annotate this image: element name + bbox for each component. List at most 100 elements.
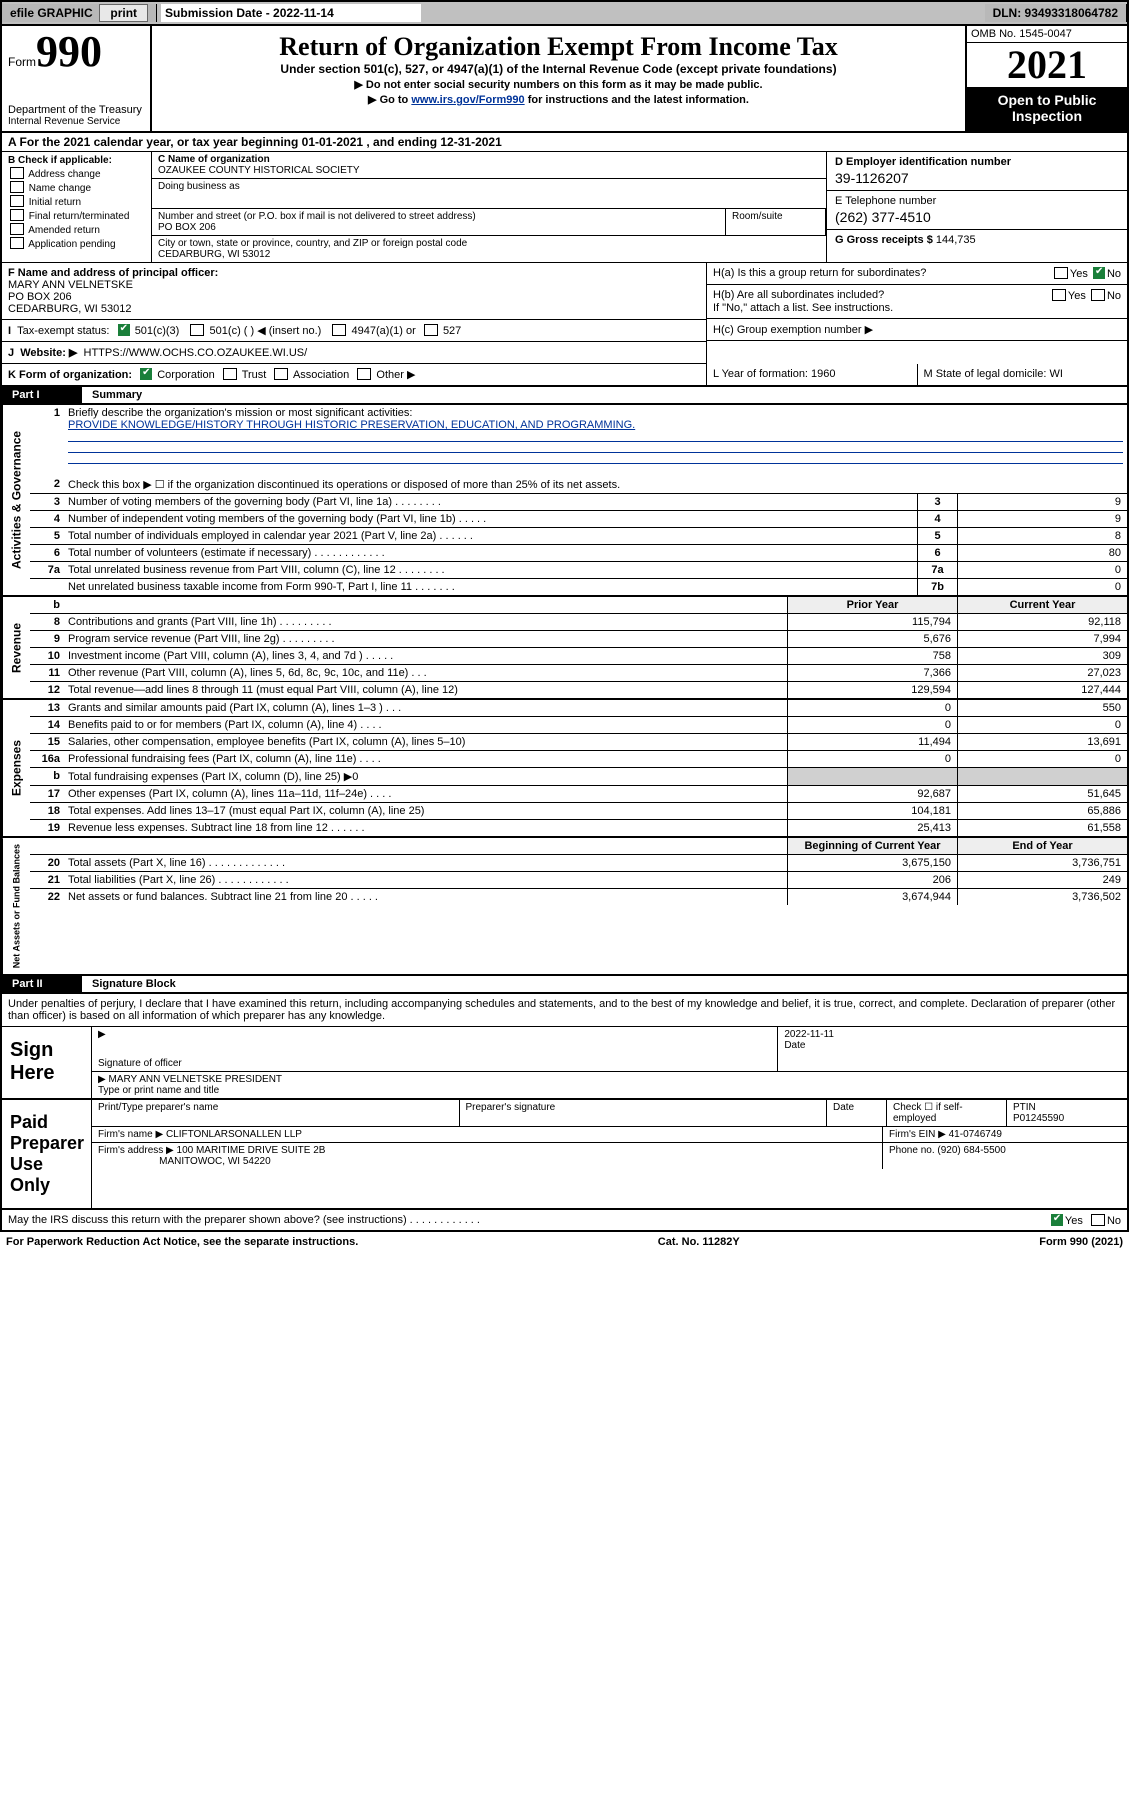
net-row-20: 20Total assets (Part X, line 16) . . . .… bbox=[30, 855, 1127, 872]
gov-row-6: 6Total number of volunteers (estimate if… bbox=[30, 545, 1127, 562]
exp-row-16a: 16aProfessional fundraising fees (Part I… bbox=[30, 751, 1127, 768]
ha-group-return: H(a) Is this a group return for subordin… bbox=[707, 263, 1127, 285]
title-col: Return of Organization Exempt From Incom… bbox=[152, 26, 967, 131]
preparer-date-hdr: Date bbox=[827, 1100, 887, 1126]
chk-501c3[interactable] bbox=[118, 324, 130, 336]
exp-row-13: 13Grants and similar amounts paid (Part … bbox=[30, 700, 1127, 717]
cat-no: Cat. No. 11282Y bbox=[658, 1236, 740, 1248]
form-ref: Form 990 (2021) bbox=[1039, 1236, 1123, 1248]
officer-name-cell: MARY ANN VELNETSKE PRESIDENTType or prin… bbox=[92, 1072, 1127, 1098]
gov-row-3: 3Number of voting members of the governi… bbox=[30, 494, 1127, 511]
sidelabel-expenses: Expenses bbox=[2, 700, 30, 836]
chk-527[interactable] bbox=[424, 324, 438, 336]
chk-trust[interactable] bbox=[223, 368, 237, 380]
paid-preparer-label: Paid Preparer Use Only bbox=[2, 1100, 92, 1208]
chk-amended-return[interactable]: Amended return bbox=[8, 223, 145, 236]
mission-block: Briefly describe the organization's miss… bbox=[64, 405, 1127, 476]
ha-no[interactable] bbox=[1093, 267, 1105, 279]
rev-row-10: 10Investment income (Part VIII, column (… bbox=[30, 648, 1127, 665]
part1-netassets: Net Assets or Fund Balances Beginning of… bbox=[0, 838, 1129, 976]
part1-governance: Activities & Governance 1 Briefly descri… bbox=[0, 405, 1129, 597]
sign-here-block: Sign Here Signature of officer 2022-11-1… bbox=[0, 1027, 1129, 1100]
exp-row-15: 15Salaries, other compensation, employee… bbox=[30, 734, 1127, 751]
self-employed[interactable]: Check ☐ if self-employed bbox=[887, 1100, 1007, 1126]
chk-4947[interactable] bbox=[332, 324, 346, 336]
officer-name: MARY ANN VELNETSKE bbox=[8, 279, 133, 291]
l-year-formation: L Year of formation: 1960 bbox=[707, 364, 918, 385]
tax-year: 2021 bbox=[967, 43, 1127, 88]
col-c-org: C Name of organization OZAUKEE COUNTY HI… bbox=[152, 152, 827, 262]
irs-form990-link[interactable]: www.irs.gov/Form990 bbox=[411, 94, 524, 106]
chk-application-pending[interactable]: Application pending bbox=[8, 237, 145, 250]
exp-row-18: 18Total expenses. Add lines 13–17 (must … bbox=[30, 803, 1127, 820]
f-officer: F Name and address of principal officer:… bbox=[2, 263, 706, 320]
chk-corporation[interactable] bbox=[140, 368, 152, 380]
discuss-no[interactable] bbox=[1091, 1214, 1105, 1226]
hc-group-exemption: H(c) Group exemption number ▶ bbox=[707, 319, 1127, 341]
chk-initial-return[interactable]: Initial return bbox=[8, 195, 145, 208]
form-header: Form990 Department of the Treasury Inter… bbox=[0, 26, 1129, 133]
discuss-row: May the IRS discuss this return with the… bbox=[0, 1210, 1129, 1232]
preparer-sig-hdr: Preparer's signature bbox=[460, 1100, 828, 1126]
ssn-note: ▶ Do not enter social security numbers o… bbox=[158, 78, 959, 91]
rev-row-12: 12Total revenue—add lines 8 through 11 (… bbox=[30, 682, 1127, 698]
k-lm-row: K Form of organization: Corporation Trus… bbox=[0, 364, 1129, 387]
city-cell: City or town, state or province, country… bbox=[152, 236, 826, 262]
street-address: PO BOX 206 bbox=[158, 222, 216, 233]
hb-yes[interactable] bbox=[1052, 289, 1066, 301]
org-name: OZAUKEE COUNTY HISTORICAL SOCIETY bbox=[158, 165, 360, 176]
j-website: J Website: ▶ HTTPS://WWW.OCHS.CO.OZAUKEE… bbox=[2, 342, 706, 364]
exp-row-14: 14Benefits paid to or for members (Part … bbox=[30, 717, 1127, 734]
gov-row-7a: 7aTotal unrelated business revenue from … bbox=[30, 562, 1127, 579]
sidelabel-netassets: Net Assets or Fund Balances bbox=[2, 838, 30, 974]
f-h-block: F Name and address of principal officer:… bbox=[0, 263, 1129, 364]
m-state-domicile: M State of legal domicile: WI bbox=[918, 364, 1128, 385]
ptin-cell: PTINP01245590 bbox=[1007, 1100, 1127, 1126]
part2-header: Part II Signature Block bbox=[0, 976, 1129, 994]
chk-501c[interactable] bbox=[190, 324, 204, 336]
sign-here-label: Sign Here bbox=[2, 1027, 92, 1098]
sig-officer-cell: Signature of officer bbox=[92, 1027, 778, 1071]
street-cell: Number and street (or P.O. box if mail i… bbox=[152, 209, 726, 236]
ein-cell: D Employer identification number 39-1126… bbox=[827, 152, 1127, 191]
part1-expenses: Expenses 13Grants and similar amounts pa… bbox=[0, 700, 1129, 838]
city-state-zip: CEDARBURG, WI 53012 bbox=[158, 249, 270, 260]
phone-cell: E Telephone number (262) 377-4510 bbox=[827, 191, 1127, 230]
part2-label: Part II bbox=[2, 976, 82, 992]
submission-date-field[interactable] bbox=[161, 4, 421, 22]
ha-yes[interactable] bbox=[1054, 267, 1068, 279]
chk-address-change[interactable]: Address change bbox=[8, 167, 145, 180]
chk-name-change[interactable]: Name change bbox=[8, 181, 145, 194]
chk-final-return[interactable]: Final return/terminated bbox=[8, 209, 145, 222]
line2: Check this box ▶ ☐ if the organization d… bbox=[64, 476, 1127, 493]
right-col: OMB No. 1545-0047 2021 Open to Public In… bbox=[967, 26, 1127, 131]
paid-preparer-block: Paid Preparer Use Only Print/Type prepar… bbox=[0, 1100, 1129, 1210]
gov-row-5: 5Total number of individuals employed in… bbox=[30, 528, 1127, 545]
form-number: 990 bbox=[36, 27, 102, 76]
omb-number: OMB No. 1545-0047 bbox=[967, 26, 1127, 43]
discuss-yes[interactable] bbox=[1051, 1214, 1063, 1226]
k-form-org: K Form of organization: Corporation Trus… bbox=[2, 364, 706, 385]
goto-note: ▶ Go to www.irs.gov/Form990 for instruct… bbox=[158, 93, 959, 106]
dept-treasury: Department of the Treasury bbox=[8, 104, 144, 116]
exp-row-b: bTotal fundraising expenses (Part IX, co… bbox=[30, 768, 1127, 786]
ein-value: 39-1126207 bbox=[835, 170, 1119, 186]
org-info-block: B Check if applicable: Address change Na… bbox=[0, 152, 1129, 263]
efile-topbar: efile GRAPHIC print DLN: 93493318064782 bbox=[0, 0, 1129, 26]
chk-association[interactable] bbox=[274, 368, 288, 380]
addr-row: Number and street (or P.O. box if mail i… bbox=[152, 209, 826, 236]
dln-label: DLN: 93493318064782 bbox=[985, 4, 1127, 22]
irs-label: Internal Revenue Service bbox=[8, 116, 144, 127]
net-row-22: 22Net assets or fund balances. Subtract … bbox=[30, 889, 1127, 905]
part1-header: Part I Summary bbox=[0, 387, 1129, 405]
chk-other[interactable] bbox=[357, 368, 371, 380]
gov-row-4: 4Number of independent voting members of… bbox=[30, 511, 1127, 528]
part1-label: Part I bbox=[2, 387, 82, 403]
rev-row-11: 11Other revenue (Part VIII, column (A), … bbox=[30, 665, 1127, 682]
hb-no[interactable] bbox=[1091, 289, 1105, 301]
part1-revenue: Revenue bPrior YearCurrent Year 8Contrib… bbox=[0, 597, 1129, 700]
firm-ein-cell: Firm's EIN ▶ 41-0746749 bbox=[883, 1127, 1127, 1142]
net-row-21: 21Total liabilities (Part X, line 26) . … bbox=[30, 872, 1127, 889]
print-button[interactable]: print bbox=[99, 4, 148, 22]
part1-name: Summary bbox=[82, 387, 1127, 403]
